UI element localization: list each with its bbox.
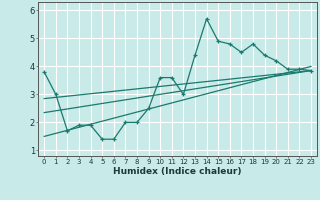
X-axis label: Humidex (Indice chaleur): Humidex (Indice chaleur)	[113, 167, 242, 176]
